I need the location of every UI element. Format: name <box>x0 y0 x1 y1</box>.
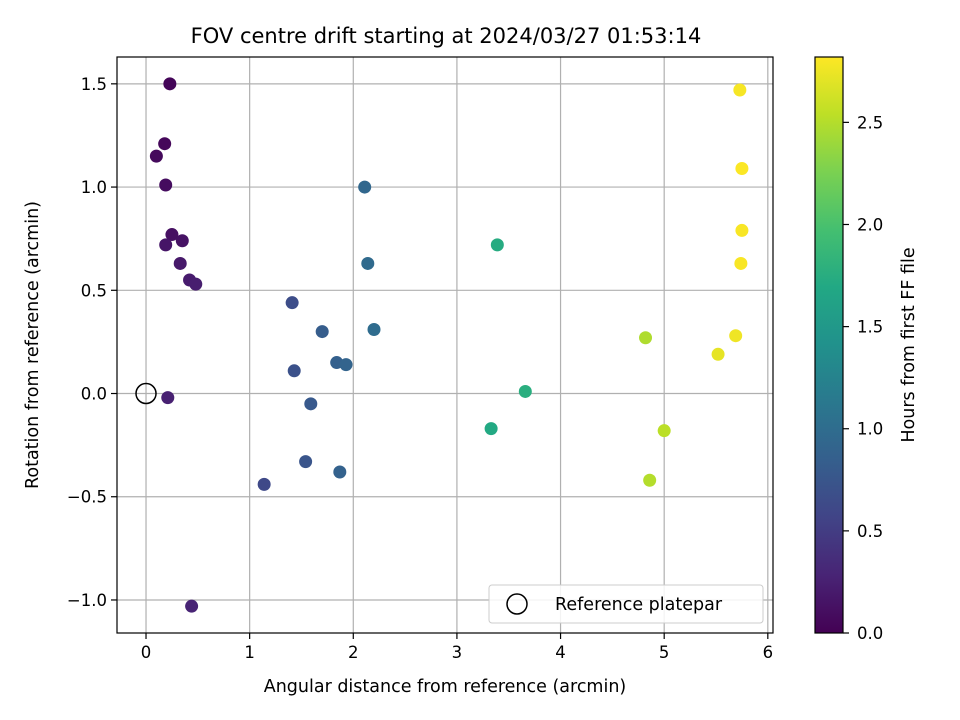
data-point <box>299 455 313 469</box>
data-point <box>518 384 532 398</box>
x-tick-label: 0 <box>141 643 152 662</box>
data-point <box>158 137 172 151</box>
data-point <box>733 83 747 97</box>
data-point <box>185 599 199 613</box>
data-point <box>339 358 353 372</box>
y-axis-label: Rotation from reference (arcmin) <box>23 201 43 489</box>
data-point <box>358 180 372 194</box>
chart-title: FOV centre drift starting at 2024/03/27 … <box>191 24 702 48</box>
data-point <box>639 331 653 345</box>
data-point <box>643 473 657 487</box>
data-point <box>173 256 187 270</box>
legend: Reference platepar <box>488 584 764 624</box>
y-tick-label: −0.5 <box>67 488 107 507</box>
x-axis-label: Angular distance from reference (arcmin) <box>264 677 627 697</box>
data-point <box>165 228 179 242</box>
data-point <box>367 323 381 337</box>
data-point <box>304 397 318 411</box>
legend-label: Reference platepar <box>555 595 723 615</box>
data-point <box>735 223 749 237</box>
data-point <box>734 256 748 270</box>
data-point <box>163 77 177 91</box>
data-point <box>159 238 173 252</box>
data-point <box>484 422 498 436</box>
y-tick-label: −1.0 <box>67 591 107 610</box>
x-tick-label: 2 <box>348 643 359 662</box>
data-point <box>175 234 189 248</box>
data-points <box>149 77 749 613</box>
data-point <box>490 238 504 252</box>
colorbar-gradient <box>814 56 844 634</box>
x-tick-label: 4 <box>555 643 566 662</box>
data-point <box>735 161 749 175</box>
plot-frame <box>116 56 774 634</box>
y-tick-label: 1.5 <box>81 75 107 94</box>
x-tick-label: 6 <box>763 643 774 662</box>
legend-open-circle-icon <box>506 593 528 615</box>
colorbar-ticks: 0.0 0.5 1.0 1.5 2.0 2.5 <box>843 113 883 643</box>
colorbar-tick-label: 1.0 <box>857 420 883 439</box>
x-tick-label: 3 <box>452 643 463 662</box>
data-point <box>333 465 347 479</box>
data-point <box>285 296 299 310</box>
colorbar-tick-label: 2.0 <box>857 215 883 234</box>
colorbar: 0.0 0.5 1.0 1.5 2.0 2.5 Hours from first FF f… <box>814 56 919 643</box>
grid-lines <box>117 57 773 633</box>
data-point <box>257 477 271 491</box>
data-point <box>657 424 671 438</box>
data-point <box>149 149 163 163</box>
data-point <box>161 391 175 405</box>
legend-box <box>488 584 764 624</box>
y-tick-label: 0.0 <box>81 385 107 404</box>
colorbar-tick-label: 1.5 <box>857 318 883 337</box>
data-point <box>287 364 301 378</box>
data-point <box>189 277 203 291</box>
y-axis-ticks: −1.0 −0.5 0.0 0.5 1.0 1.5 <box>67 75 117 610</box>
x-tick-label: 5 <box>659 643 670 662</box>
colorbar-tick-label: 2.5 <box>857 113 883 132</box>
data-point <box>361 256 375 270</box>
colorbar-tick-label: 0.5 <box>857 522 883 541</box>
x-tick-label: 1 <box>244 643 255 662</box>
data-point <box>315 325 329 339</box>
y-tick-label: 0.5 <box>81 281 107 300</box>
reference-platepar-marker <box>135 382 157 405</box>
colorbar-label: Hours from first FF file <box>899 247 919 442</box>
data-point <box>729 329 743 343</box>
data-point <box>159 178 173 192</box>
colorbar-tick-label: 0.0 <box>857 624 883 643</box>
x-axis-ticks: 0 1 2 3 4 5 6 <box>141 633 773 662</box>
y-tick-label: 1.0 <box>81 178 107 197</box>
data-point <box>711 347 725 361</box>
